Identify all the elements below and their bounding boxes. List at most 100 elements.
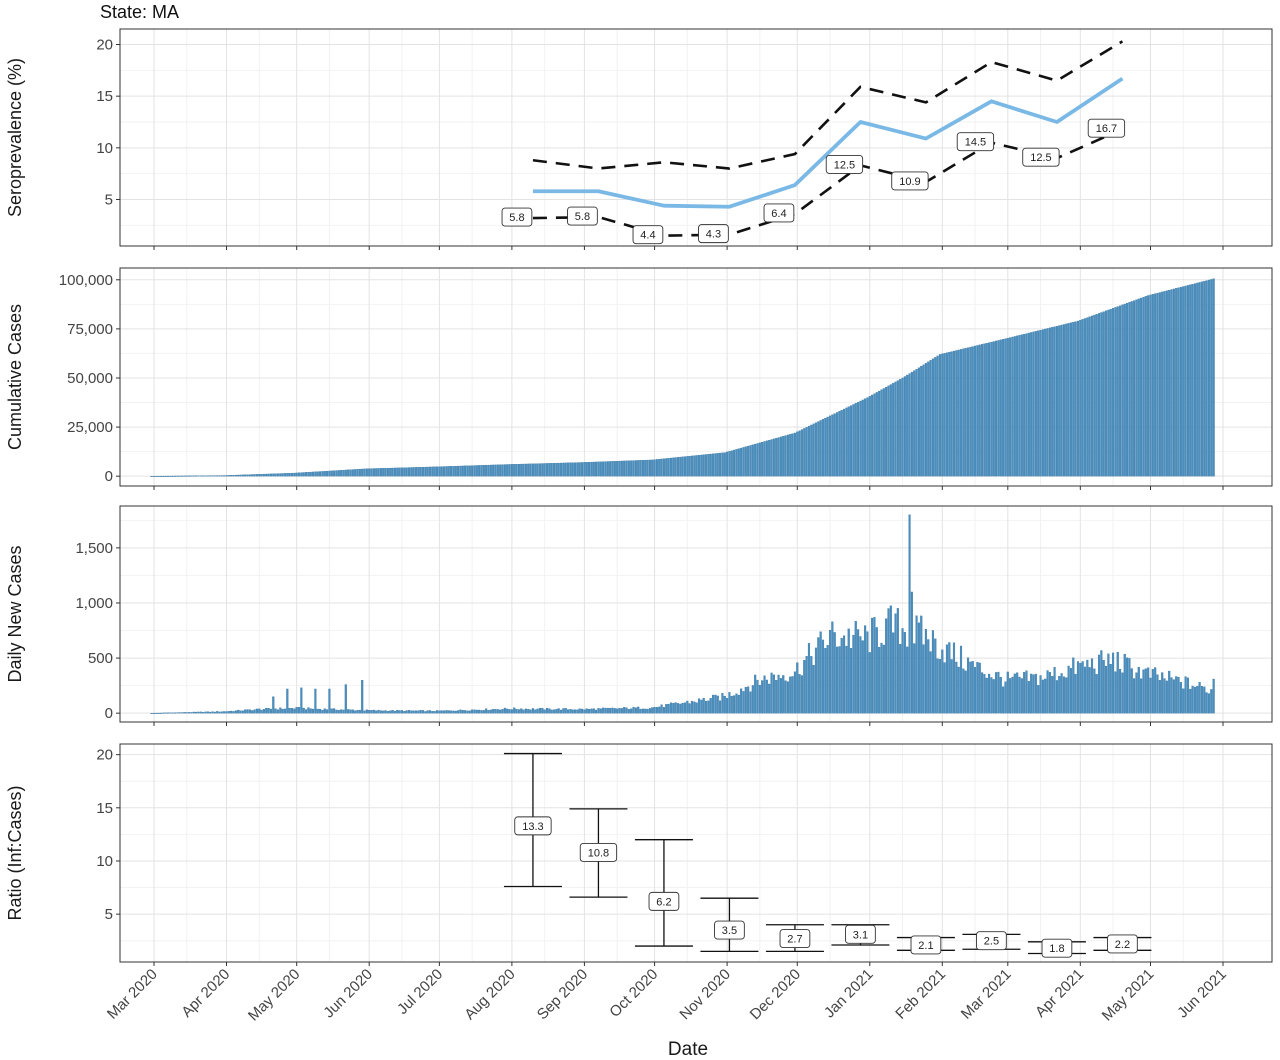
bar <box>251 710 253 713</box>
bar <box>1129 302 1131 476</box>
bar <box>319 709 321 713</box>
bar <box>782 436 784 476</box>
bar <box>310 472 312 476</box>
bar <box>810 656 812 713</box>
bar <box>401 468 403 476</box>
bar <box>162 713 164 714</box>
y-tick-label: 15 <box>96 88 113 105</box>
bar <box>1084 318 1086 476</box>
bar <box>336 471 338 477</box>
bar <box>158 476 160 477</box>
bar <box>1110 664 1112 713</box>
bar <box>410 711 412 713</box>
y-tick-label: 20 <box>96 747 113 764</box>
bar <box>738 449 740 476</box>
bar <box>1061 673 1063 713</box>
bar <box>925 629 927 713</box>
bar <box>371 710 373 713</box>
bar <box>525 709 527 713</box>
bar <box>593 709 595 714</box>
bar <box>186 712 188 713</box>
bar <box>268 474 270 476</box>
bar <box>191 476 193 477</box>
bar <box>598 708 600 713</box>
bar <box>312 472 314 476</box>
bar <box>715 695 717 713</box>
bar <box>843 409 845 476</box>
bar <box>1143 670 1145 713</box>
bar <box>668 704 670 713</box>
bar <box>1203 281 1205 476</box>
bar <box>530 710 532 713</box>
bar <box>518 464 520 476</box>
bar <box>635 460 637 476</box>
bar <box>785 436 787 477</box>
bar <box>1182 287 1184 477</box>
bar <box>153 713 155 714</box>
bar <box>445 466 447 476</box>
bar <box>1114 307 1116 476</box>
data-label-text: 12.5 <box>1030 152 1051 164</box>
bar <box>420 710 422 713</box>
bar <box>976 662 978 713</box>
bar <box>806 656 808 713</box>
bar <box>565 463 567 476</box>
bar <box>644 460 646 476</box>
bar <box>373 469 375 477</box>
bar <box>553 710 555 713</box>
bar <box>960 646 962 713</box>
y-axis-title: Cumulative Cases <box>5 304 25 450</box>
bar <box>326 471 328 476</box>
bar <box>476 710 478 713</box>
bar <box>752 445 754 476</box>
bar <box>967 348 969 476</box>
bar <box>198 476 200 477</box>
bar <box>623 707 625 713</box>
bar <box>223 711 225 713</box>
bar <box>1189 285 1191 476</box>
bar <box>361 680 363 713</box>
bar <box>523 464 525 476</box>
bar <box>322 471 324 476</box>
bar <box>504 708 506 713</box>
bar <box>686 456 688 476</box>
y-tick-label: 0 <box>105 705 113 722</box>
bar <box>520 709 522 713</box>
bar <box>546 463 548 476</box>
bar <box>808 426 810 476</box>
bar <box>235 711 237 714</box>
bar <box>364 469 366 476</box>
bar <box>923 645 925 714</box>
bar <box>878 391 880 476</box>
bar <box>754 675 756 713</box>
data-label-text: 6.4 <box>771 208 786 220</box>
bar <box>209 476 211 477</box>
bar <box>172 713 174 714</box>
bar <box>1047 671 1049 714</box>
bar <box>845 646 847 713</box>
bar <box>768 440 770 476</box>
bar <box>579 462 581 476</box>
bar <box>1199 282 1201 476</box>
bar <box>551 463 553 476</box>
bar <box>675 458 677 477</box>
bar <box>483 465 485 476</box>
data-label-text: 3.5 <box>722 925 737 937</box>
bar <box>214 712 216 713</box>
bar <box>743 691 745 713</box>
bar <box>490 710 492 713</box>
bar <box>972 661 974 713</box>
bar <box>656 707 658 713</box>
bar <box>969 347 971 476</box>
data-label-text: 10.8 <box>588 847 609 859</box>
x-tick-label: Jul 2020 <box>394 966 446 1018</box>
bar <box>817 638 819 714</box>
bar <box>843 636 845 714</box>
bar <box>923 365 925 476</box>
bar <box>527 464 529 476</box>
bar <box>817 422 819 477</box>
bar <box>247 475 249 477</box>
bar <box>707 701 709 713</box>
bar <box>1082 319 1084 476</box>
